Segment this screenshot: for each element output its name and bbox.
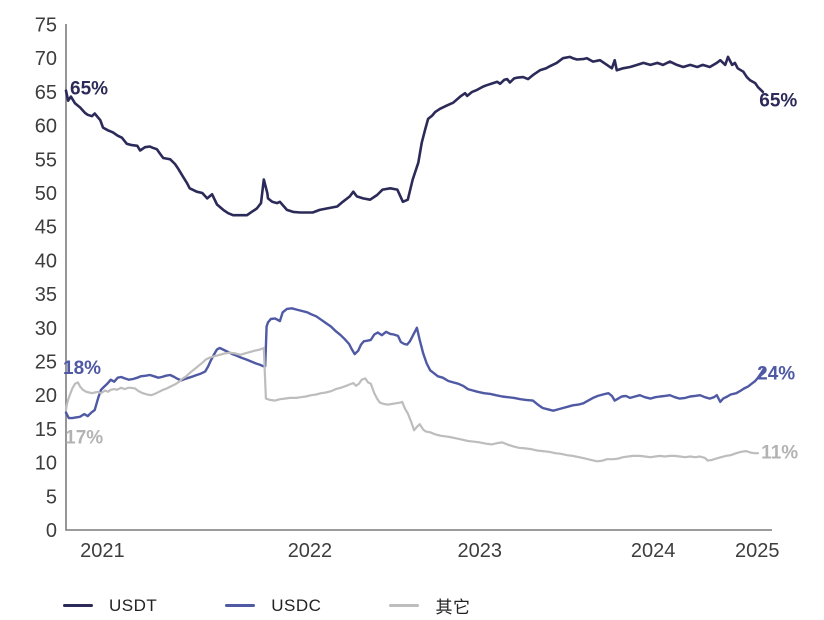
y-tick-label: 5 <box>46 486 57 508</box>
y-tick-label: 35 <box>35 284 57 306</box>
y-tick-label: 70 <box>35 48 57 70</box>
y-tick-label: 40 <box>35 250 57 272</box>
legend-item-other: 其它 <box>389 593 470 618</box>
y-tick-label: 75 <box>35 15 57 37</box>
other-line-swatch-icon <box>389 604 420 607</box>
usdt-line-swatch-icon <box>63 604 93 607</box>
other-end-label: 11% <box>761 442 798 463</box>
usdc-end-label: 24% <box>757 364 795 385</box>
usdc-line-swatch-icon <box>225 604 256 607</box>
x-tick-label: 2024 <box>631 540 676 562</box>
y-tick-label: 10 <box>35 453 57 475</box>
chart-legend: USDT USDC 其它 <box>63 593 538 618</box>
y-tick-label: 65 <box>35 82 57 104</box>
axis-lines <box>65 24 772 531</box>
usdc-start-label: 18% <box>63 358 101 379</box>
x-tick-label: 2023 <box>458 540 503 562</box>
y-tick-label: 25 <box>35 352 57 374</box>
legend-item-usdt: USDT <box>63 596 157 616</box>
x-tick-label: 2021 <box>80 540 125 562</box>
usdt-end-label: 65% <box>759 91 797 112</box>
y-tick-label: 20 <box>35 385 57 407</box>
usdt-line <box>64 55 765 217</box>
y-tick-label: 45 <box>35 217 57 239</box>
x-tick-label: 2025 <box>735 540 780 562</box>
y-tick-label: 55 <box>35 149 57 171</box>
legend-item-usdc: USDC <box>225 596 321 616</box>
y-tick-label: 60 <box>35 116 57 138</box>
legend-label-usdc: USDC <box>271 595 322 615</box>
usdc-line <box>64 307 766 420</box>
y-tick-label: 50 <box>35 183 57 205</box>
legend-label-other: 其它 <box>435 598 471 617</box>
usdt-start-label: 65% <box>70 79 108 100</box>
x-tick-label: 2022 <box>288 540 333 562</box>
y-tick-label: 30 <box>35 318 57 340</box>
other-start-label: 17% <box>65 428 103 449</box>
y-tick-label: 15 <box>35 419 57 441</box>
legend-label-usdt: USDT <box>109 595 158 615</box>
y-tick-label: 0 <box>46 520 57 542</box>
other-line <box>64 346 760 463</box>
